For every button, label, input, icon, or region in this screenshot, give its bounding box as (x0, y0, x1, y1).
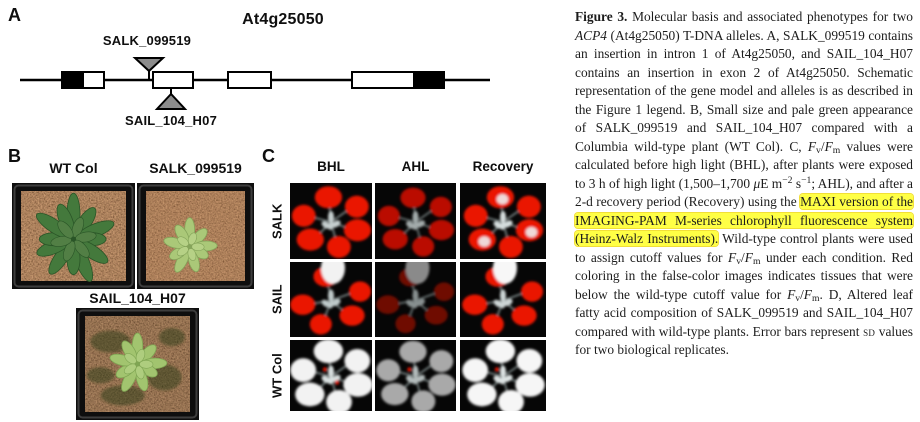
column-header-recovery: Recovery (472, 159, 534, 174)
panel-a-label: A (8, 5, 21, 25)
panel-b-label: B (8, 146, 21, 166)
plant-photo-wt-col (12, 183, 135, 289)
exon-box-1 (82, 71, 105, 89)
fluoro-cell-salk-ahl (375, 183, 456, 259)
exon-box-3 (227, 71, 272, 89)
utr-box-right (413, 71, 445, 89)
caption-text: Figure 3. Molecular basis and associated… (575, 9, 914, 357)
plant-photo-salk (137, 183, 254, 289)
sail-insertion-label: SAIL_104_H07 (124, 113, 217, 128)
figure-caption: Figure 3. Molecular basis and associated… (575, 8, 913, 360)
fluoro-cell-wt-col-bhl (290, 340, 372, 411)
photo-label-salk: SALK_099519 (149, 160, 242, 176)
fluoro-cell-wt-col-ahl (375, 340, 456, 411)
panel-c-label: C (262, 146, 275, 166)
exon-box-4 (351, 71, 415, 89)
plant-photo-sail (76, 308, 199, 420)
fluoro-cell-sail-ahl (375, 262, 456, 337)
gene-model-diagram (20, 57, 490, 110)
fluoro-cell-sail-recovery (460, 262, 546, 337)
sail-insertion-triangle-icon (154, 92, 188, 110)
fluoro-cell-sail-bhl (290, 262, 372, 337)
column-header-bhl: BHL (317, 159, 345, 174)
utr-box-left (61, 71, 84, 89)
row-label-wt-col: WT Col (269, 353, 285, 398)
fluoro-cell-wt-col-recovery (460, 340, 546, 411)
fluoro-cell-salk-recovery (460, 183, 546, 259)
salk-insertion-label: SALK_099519 (102, 33, 192, 48)
row-label-salk: SALK (269, 203, 285, 239)
column-header-ahl: AHL (401, 159, 430, 174)
row-label-sail: SAIL (269, 284, 285, 315)
exon-box-2 (152, 71, 194, 89)
photo-label-wt-col: WT Col (49, 160, 98, 176)
gene-title: At4g25050 (242, 11, 324, 28)
fluoro-cell-salk-bhl (290, 183, 372, 259)
photo-label-sail: SAIL_104_H07 (89, 290, 186, 306)
salk-insertion-triangle-icon (132, 57, 166, 73)
